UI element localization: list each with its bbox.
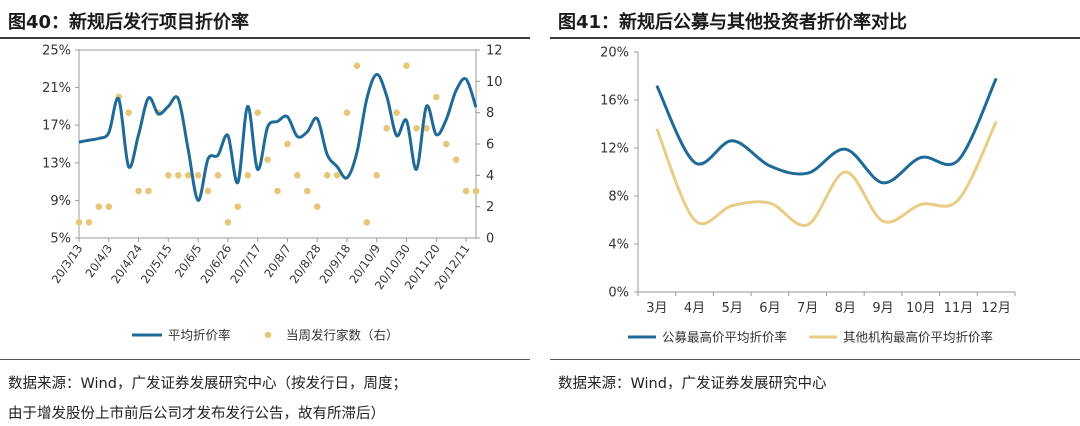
right-y-tick-label: 16% [600,94,629,109]
scatter-point [303,187,311,195]
right-x-tick-label: 8月 [835,301,856,316]
right-y-tick-label: 10 [486,75,503,90]
right-x-tick-label: 4月 [684,301,705,316]
scatter-point [323,172,331,179]
right-chart: 20% 16% 12% 8% 4% 0% 3月 4月 5月 6月 7月 8月 9月 10月 11月 12月公募… [600,46,1016,345]
left-chart-panel: 图40：新规后发行项目折价率 25% 21% 17% 13% 9% 5% 12 10 8 6 4 2 0… [0,0,530,426]
right-y-tick-label: 12% [600,142,629,157]
right-x-tick-label: 3月 [646,301,667,316]
left-source-rule [0,359,530,360]
legend-label-line: 平均折价率 [168,328,231,343]
right-x-tick-label: 12月 [981,301,1011,316]
right-x-tick-label: 5月 [722,301,743,316]
legend-label-scatter: 当周发行家数（右） [286,328,399,343]
legend-label-other-institutions: 其他机构最高价平均折价率 [843,330,993,345]
scatter-point [423,125,430,132]
scatter-point [313,203,321,210]
scatter-point [442,140,450,148]
x-tick-label: 20/5/15 [138,242,175,286]
left-y-tick-label: 9% [50,194,71,209]
right-y-tick-label: 4% [608,238,629,253]
scatter-point [333,172,341,179]
left-plot-frame [78,49,477,239]
scatter-point [284,140,291,148]
scatter-point [204,187,212,195]
scatter-point [393,109,400,116]
right-y-tick-label: 8% [608,190,629,205]
scatter-point [85,219,93,226]
left-chart: 25%21%17%13%9%5%12108642020/3/1320/4/320… [42,44,503,343]
right-x-tick-label: 6月 [759,301,780,316]
scatter-point [214,172,222,179]
right-y-tick-label: 6 [486,138,494,153]
right-x-tick-label: 10月 [906,301,936,316]
scatter-point [95,203,103,210]
right-chart-panel: 图41：新规后公募与其他投资者折价率对比 20% 16% 12% 8% 4% 0% 3月 4月… [550,0,1080,426]
scatter-point [294,172,301,179]
scatter-point [264,156,271,163]
scatter-point [135,187,142,195]
right-y-tick-label: 12 [486,44,503,59]
x-tick-label: 20/3/13 [49,242,86,286]
scatter-point [462,187,470,195]
scatter-point [363,219,371,226]
right-y-tick-label: 0% [608,286,629,301]
left-y-tick-label: 13% [42,156,71,171]
left-source-line-1: 数据来源：Wind，广发证券发展研究中心（按发行日，周度； [8,376,407,392]
scatter-point [244,172,252,179]
scatter-point [105,203,113,210]
right-chart-title: 图41：新规后公募与其他投资者折价率对比 [558,12,908,33]
left-y-tick-label: 17% [42,119,71,134]
scatter-point [234,203,242,210]
scatter-point [403,62,410,69]
left-source-line-2: 由于增发股份上市前后公司才发布发行公告，故有所滞后） [8,406,385,422]
line-series-public-funds [655,77,998,185]
scatter-point [125,109,132,116]
scatter-point [165,172,172,179]
scatter-point [174,172,182,179]
left-y-tick-label: 21% [42,81,71,96]
right-y-tick-label: 4 [486,169,494,184]
scatter-point [452,156,460,163]
left-y-tick-label: 25% [42,44,71,59]
scatter-point [75,219,83,226]
right-x-tick-label: 7月 [797,301,818,316]
right-y-tick-label: 0 [486,232,494,247]
right-source-rule [550,359,1080,360]
legend-scatter-swatch [264,331,272,339]
scatter-point [145,187,152,195]
scatter-point [373,172,381,179]
scatter-point [472,187,480,195]
scatter-point [343,109,351,116]
scatter-point [353,62,361,69]
scatter-point [224,219,232,226]
line-series-other-institutions [655,120,998,227]
right-y-tick-label: 20% [600,46,629,61]
right-x-tick-label: 9月 [872,301,893,316]
right-y-tick-label: 8 [486,106,494,121]
right-x-tick-label: 11月 [944,301,974,316]
line-series-average-discount [78,72,478,202]
left-y-tick-label: 5% [50,232,71,247]
scatter-point [254,109,261,116]
scatter-point [274,187,281,195]
right-title-rule [550,37,1080,39]
legend-label-public-funds: 公募最高价平均折价率 [662,330,787,345]
left-chart-title: 图40：新规后发行项目折价率 [8,12,250,33]
scatter-point [413,125,420,132]
scatter-point [383,125,390,132]
left-title-rule [0,37,530,39]
scatter-point [433,93,440,101]
x-tick-label: 20/7/17 [227,242,264,286]
scatter-point [194,172,202,179]
right-source-line-1: 数据来源：Wind，广发证券发展研究中心 [558,376,827,392]
right-y-tick-label: 2 [486,200,494,215]
scatter-point [184,172,192,179]
